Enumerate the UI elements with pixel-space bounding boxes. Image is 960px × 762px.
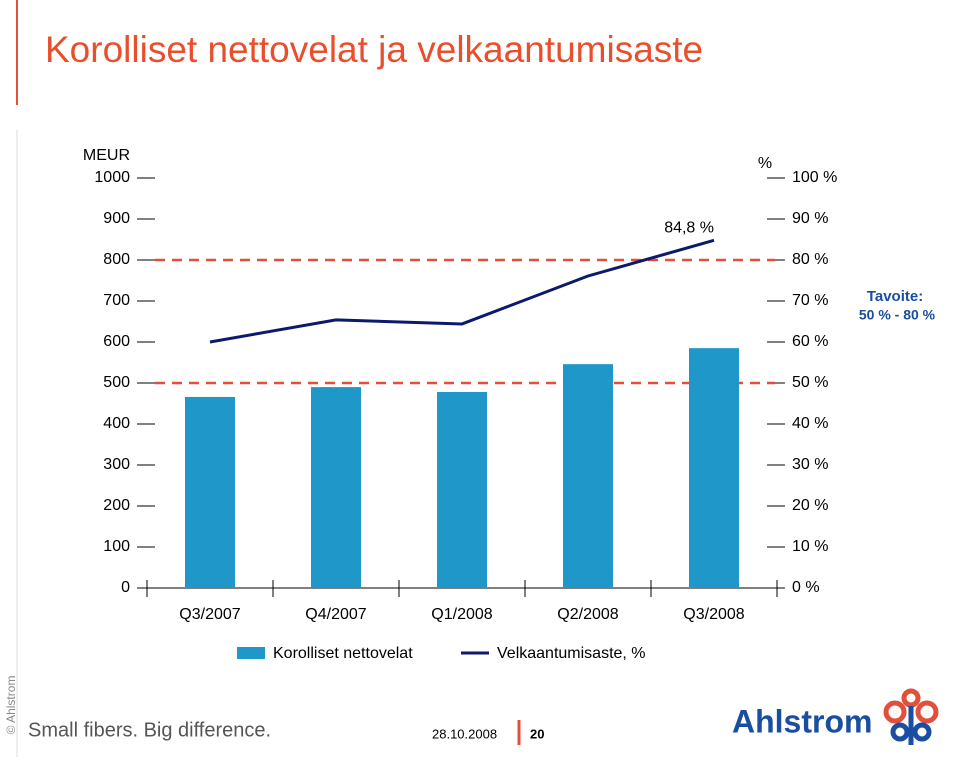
target-range: 50 % - 80 %	[859, 307, 936, 323]
y-tick-label: 200	[103, 497, 130, 514]
date: 28.10.2008	[432, 726, 497, 741]
legend-swatch	[237, 647, 265, 659]
y-tick-label: 1000	[94, 169, 130, 186]
y2-tick-label: 90 %	[792, 210, 828, 227]
y-tick-label: 700	[103, 292, 130, 309]
y-tick-label: 400	[103, 415, 130, 432]
x-tick-label: Q2/2008	[557, 606, 618, 623]
x-tick-label: Q3/2007	[179, 606, 240, 623]
y-axis-label: MEUR	[83, 147, 130, 164]
legend-label: Korolliset nettovelat	[273, 645, 413, 662]
y-tick-label: 900	[103, 210, 130, 227]
y-tick-label: 300	[103, 456, 130, 473]
y-tick-label: 0	[121, 579, 130, 596]
bar	[437, 392, 487, 588]
x-tick-label: Q3/2008	[683, 606, 744, 623]
y2-tick-label: 30 %	[792, 456, 828, 473]
y2-axis-label: %	[758, 155, 772, 172]
page-number: 20	[530, 726, 544, 741]
bar	[311, 387, 361, 588]
y2-tick-label: 70 %	[792, 292, 828, 309]
y2-tick-label: 80 %	[792, 251, 828, 268]
y2-tick-label: 100 %	[792, 169, 837, 186]
slogan: Small fibers. Big difference.	[28, 719, 271, 741]
bar	[185, 396, 235, 588]
copyright: © Ahlstrom	[4, 676, 18, 735]
line	[209, 238, 715, 344]
y-tick-label: 100	[103, 538, 130, 555]
chart-title: Korolliset nettovelat ja velkaantumisast…	[45, 29, 703, 70]
y2-tick-label: 50 %	[792, 374, 828, 391]
data-label: 84,8 %	[664, 220, 714, 237]
bar	[563, 364, 613, 588]
y-tick-label: 500	[103, 374, 130, 391]
legend-label: Velkaantumisaste, %	[497, 645, 646, 662]
y2-tick-label: 20 %	[792, 497, 828, 514]
bar	[689, 348, 739, 588]
y2-tick-label: 10 %	[792, 538, 828, 555]
logo-mark	[883, 688, 939, 745]
x-tick-label: Q4/2007	[305, 606, 366, 623]
target-label: Tavoite:	[867, 288, 923, 305]
x-tick-label: Q1/2008	[431, 606, 492, 623]
y2-tick-label: 60 %	[792, 333, 828, 350]
y2-tick-label: 0 %	[792, 579, 820, 596]
y-tick-label: 800	[103, 251, 130, 268]
y-tick-label: 600	[103, 333, 130, 350]
logo-text: Ahlstrom	[732, 703, 872, 739]
y2-tick-label: 40 %	[792, 415, 828, 432]
